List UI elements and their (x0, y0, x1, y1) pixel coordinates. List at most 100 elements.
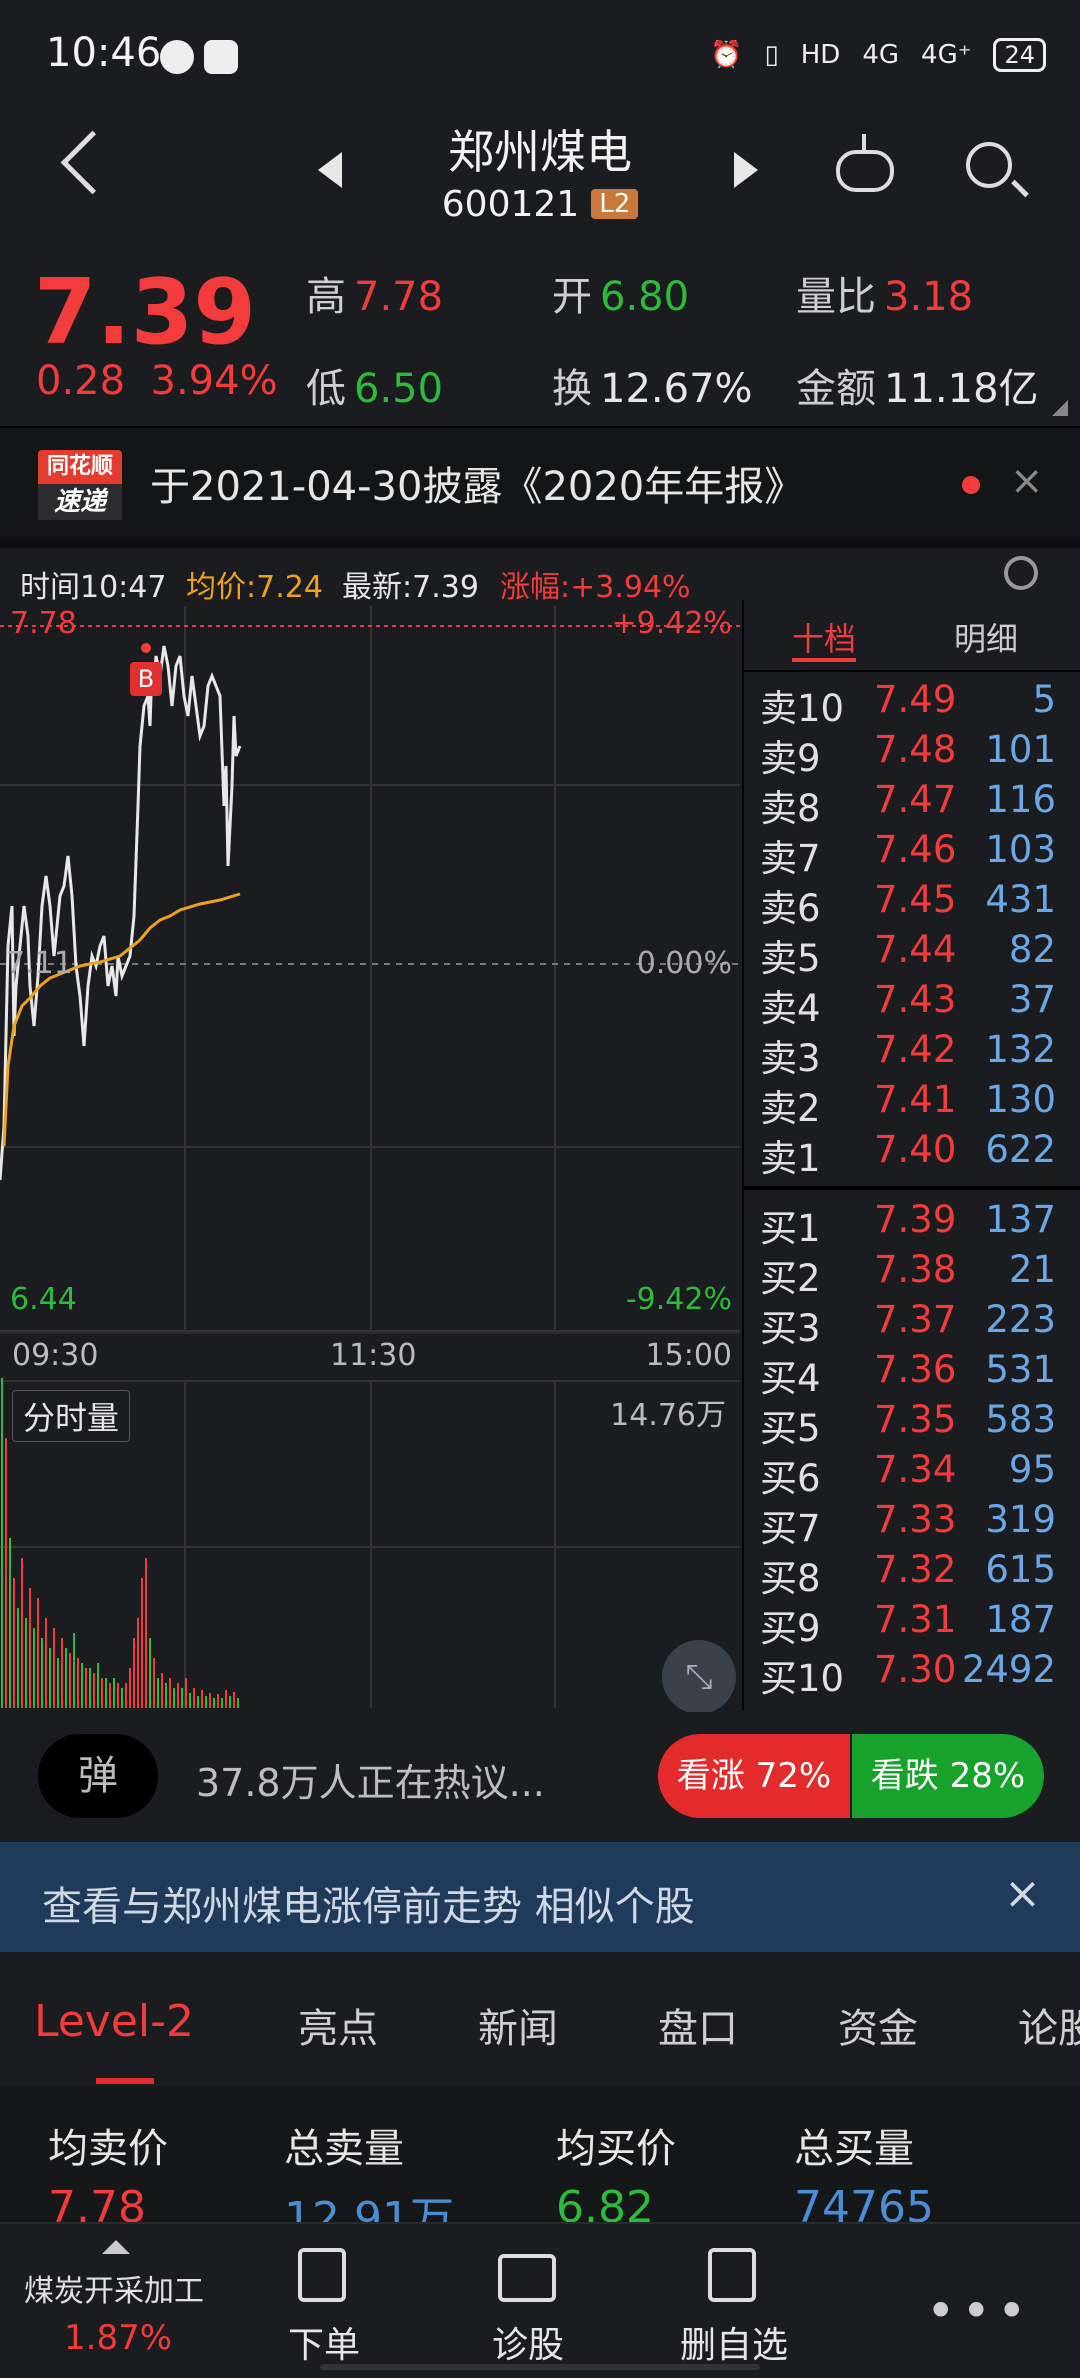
similar-stocks-banner[interactable]: 查看与郑州煤电涨停前走势 相似个股 × (0, 1842, 1080, 1952)
logo-top-text: 同花顺 (38, 450, 122, 484)
row-label: 买4 (760, 1357, 821, 1400)
amount-stat: 金额 11.18亿 (796, 356, 1039, 414)
sector-button[interactable]: 煤炭开采加工 1.87% (0, 2224, 230, 2378)
row-volume: 531 (985, 1348, 1056, 1391)
row-price: 7.47 (874, 778, 957, 821)
buy-row: 买9 7.31 187 (744, 1598, 1064, 1650)
remove-watchlist-icon (708, 2248, 756, 2302)
sector-name: 煤炭开采加工 (24, 2274, 204, 2309)
info-latest: 最新:7.39 (342, 570, 479, 605)
sell-row: 卖8 7.47 116 (744, 778, 1064, 830)
tab-order-flow[interactable]: 盘口 (658, 2006, 738, 2052)
axis-time-start: 09:30 (12, 1338, 99, 1373)
avg-buy-label: 均买价 (556, 2126, 676, 2172)
axis-bottom-price: 6.44 (10, 1282, 77, 1317)
row-volume: 37 (1008, 978, 1056, 1021)
tab-discussion[interactable]: 论股 (1018, 2006, 1080, 2052)
row-volume: 615 (985, 1548, 1056, 1591)
volume-ratio-value: 3.18 (884, 274, 974, 320)
low-stat: 低 6.50 (306, 356, 443, 414)
row-label: 买8 (760, 1557, 821, 1600)
discussion-count[interactable]: 37.8万人正在热议... (196, 1761, 545, 1805)
tab-detail[interactable]: 明细 (954, 620, 1019, 658)
row-price: 7.42 (874, 1028, 957, 1071)
close-icon[interactable]: × (1004, 1868, 1041, 1919)
row-volume: 583 (985, 1398, 1056, 1441)
gear-icon[interactable] (1004, 556, 1038, 590)
high-stat: 高 7.78 (306, 264, 443, 322)
avg-sell-label: 均卖价 (48, 2126, 168, 2172)
order-book: 十档 明细 卖10 7.49 5 卖9 7.48 101 卖8 7.47 116 卖7 7.4… (742, 600, 1080, 1710)
row-volume: 130 (985, 1078, 1056, 1121)
volume-title[interactable]: 分时量 (12, 1390, 131, 1442)
price-lines (0, 625, 740, 1181)
row-volume: 319 (985, 1498, 1056, 1541)
tab-highlights[interactable]: 亮点 (298, 2006, 378, 2052)
axis-mid-pct: 0.00% (636, 946, 732, 981)
search-icon[interactable] (966, 142, 1012, 188)
tab-ten-levels[interactable]: 十档 (792, 620, 857, 658)
tab-active-underline (96, 2078, 154, 2084)
danmu-toggle-button[interactable]: 弹 (38, 1734, 158, 1818)
intraday-chart[interactable]: B 7.78 +9.42% 7.11 0.00% 6.44 -9.42% 09:… (0, 606, 740, 1714)
previous-stock-icon[interactable] (318, 152, 342, 188)
tab-news[interactable]: 新闻 (478, 2006, 558, 2052)
browser-app-icon (204, 40, 238, 74)
alarm-icon: ⏰ (710, 40, 743, 70)
remove-watchlist-button[interactable]: 删自选 (654, 2224, 814, 2378)
news-ticker[interactable]: 同花顺 速递 于2021-04-30披露《2020年年报》 × (0, 426, 1080, 548)
order-document-icon (298, 2248, 346, 2302)
close-icon[interactable]: × (1010, 458, 1044, 504)
row-price: 7.49 (874, 678, 957, 721)
banner-text[interactable]: 查看与郑州煤电涨停前走势 相似个股 (42, 1884, 695, 1930)
news-logo: 同花顺 速递 (38, 450, 122, 520)
expand-corner-icon[interactable] (1052, 400, 1068, 416)
tab-level2[interactable]: Level-2 (34, 1996, 195, 2047)
row-price: 7.36 (874, 1348, 957, 1391)
row-price: 7.48 (874, 728, 957, 771)
news-text[interactable]: 于2021-04-30披露《2020年年报》 (150, 464, 805, 510)
axis-top-price: 7.78 (10, 606, 77, 641)
sell-row: 卖1 7.40 622 (744, 1128, 1064, 1180)
volume-ratio-label: 量比 (796, 274, 876, 320)
buy-marker[interactable]: B (130, 662, 162, 696)
remove-watchlist-label: 删自选 (679, 2325, 788, 2366)
row-volume: 21 (1008, 1248, 1056, 1291)
stock-header: 郑州煤电 600121 L2 (0, 110, 1080, 242)
row-volume: 431 (985, 878, 1056, 921)
change-percent: 3.94% (150, 358, 278, 404)
status-bar: 10:46 ⏰ ▯ HD 4G 4G⁺ 24 (0, 0, 1080, 110)
robot-assistant-icon[interactable] (836, 134, 894, 192)
sell-row: 卖2 7.41 130 (744, 1078, 1064, 1130)
more-menu-icon[interactable]: ••• (926, 2282, 1033, 2340)
row-label: 买1 (760, 1207, 821, 1250)
row-volume: 82 (1008, 928, 1056, 971)
price-line (0, 645, 242, 1181)
row-label: 买6 (760, 1457, 821, 1500)
diagnose-button[interactable]: 诊股 (448, 2224, 608, 2378)
open-label: 开 (552, 274, 592, 320)
sell-row: 卖3 7.42 132 (744, 1028, 1064, 1080)
order-book-tabs: 十档 明细 (744, 600, 1080, 670)
sell-row: 卖4 7.43 37 (744, 978, 1064, 1030)
info-time: 时间10:47 (20, 570, 167, 605)
volume-ratio-stat: 量比 3.18 (796, 264, 973, 322)
bearish-vote-button[interactable]: 看跌 28% (852, 1734, 1044, 1818)
turnover-stat: 换 12.67% (552, 356, 753, 414)
order-button[interactable]: 下单 (244, 2224, 404, 2378)
signal-4g-icon: 4G (862, 40, 900, 70)
fullscreen-expand-icon[interactable]: ⤡ (662, 1640, 736, 1714)
info-avg-price: 均价:7.24 (186, 570, 323, 605)
turnover-value: 12.67% (600, 366, 753, 412)
sell-row: 卖6 7.45 431 (744, 878, 1064, 930)
axis-bottom-pct: -9.42% (625, 1282, 732, 1317)
tab-funds[interactable]: 资金 (838, 2006, 918, 2052)
level2-badge: L2 (591, 189, 639, 219)
buy-row: 买3 7.37 223 (744, 1298, 1064, 1350)
hd-icon: HD (800, 40, 841, 70)
row-label: 卖6 (760, 887, 821, 930)
next-stock-icon[interactable] (734, 152, 758, 188)
bullish-vote-button[interactable]: 看涨 72% (658, 1734, 850, 1818)
row-price: 7.44 (874, 928, 957, 971)
row-label: 卖2 (760, 1087, 821, 1130)
